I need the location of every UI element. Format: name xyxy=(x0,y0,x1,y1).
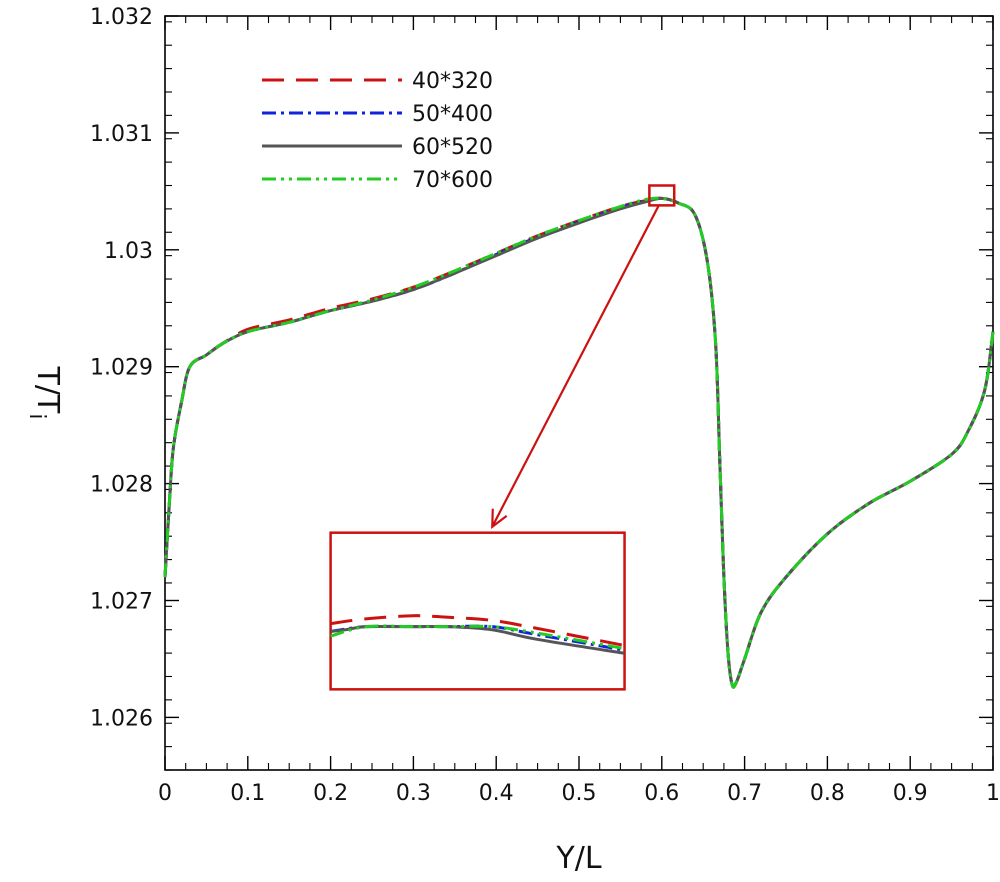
x-tick-label: 0.9 xyxy=(893,781,928,806)
x-tick-label: 0.4 xyxy=(479,781,514,806)
legend-label: 60*520 xyxy=(412,135,493,160)
y-axis-title-subscript: i xyxy=(24,413,49,419)
minor-ticks xyxy=(165,16,993,771)
y-axis-title-main: T/T xyxy=(30,366,65,414)
legend-label: 70*600 xyxy=(412,168,493,193)
x-axis-title: Y/L xyxy=(555,841,601,876)
major-ticks xyxy=(164,15,994,770)
x-tick-label: 1 xyxy=(986,781,1000,806)
x-tick-label: 0.8 xyxy=(810,781,845,806)
x-tick-label: 0.3 xyxy=(396,781,431,806)
y-tick-labels: 1.026 1.027 1.028 1.029 1.03 1.031 1.032 xyxy=(90,5,153,731)
x-tick-label: 0 xyxy=(158,781,172,806)
y-axis-title-group: T/Ti xyxy=(24,366,65,420)
zoom-arrow-head xyxy=(491,508,508,529)
x-tick-label: 0.6 xyxy=(644,781,679,806)
legend-label: 40*320 xyxy=(412,69,493,94)
zoom-inset-box xyxy=(329,531,626,691)
y-tick-label: 1.031 xyxy=(90,122,153,147)
zoom-annotation xyxy=(329,184,676,691)
series-line-70x600 xyxy=(163,196,995,689)
zoom-arrow-line xyxy=(491,204,660,528)
x-tick-label: 0.2 xyxy=(313,781,348,806)
inset-line-70x600 xyxy=(330,624,625,651)
inset-line-40x320 xyxy=(330,614,625,647)
legend: 40*320 50*400 60*520 70*600 xyxy=(262,69,493,193)
x-tick-label: 0.5 xyxy=(562,781,597,806)
zoom-target-box xyxy=(648,184,676,207)
y-tick-label: 1.029 xyxy=(90,356,153,381)
y-tick-label: 1.027 xyxy=(90,589,153,614)
series-lines xyxy=(163,196,995,689)
y-tick-label: 1.026 xyxy=(90,706,153,731)
y-tick-label: 1.03 xyxy=(104,239,153,264)
x-tick-label: 0.1 xyxy=(230,781,265,806)
y-axis-title: T/Ti xyxy=(24,366,65,420)
x-tick-labels: 0 0.1 0.2 0.3 0.4 0.5 0.6 0.7 0.8 0.9 1 xyxy=(158,781,1000,806)
x-tick-label: 0.7 xyxy=(727,781,762,806)
y-tick-label: 1.032 xyxy=(90,5,153,30)
legend-label: 50*400 xyxy=(412,102,493,127)
y-tick-label: 1.028 xyxy=(90,473,153,498)
